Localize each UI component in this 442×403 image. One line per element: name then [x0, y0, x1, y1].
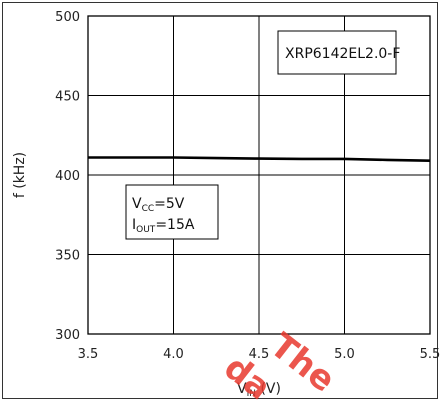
y-tick-label: 300	[55, 328, 80, 343]
x-tick-label: 4.5	[249, 347, 270, 362]
part-label-box: XRP6142EL2.0-F	[277, 30, 400, 75]
y-tick-label: 500	[55, 10, 80, 25]
x-tick-label: 4.0	[163, 347, 184, 362]
part-label: XRP6142EL2.0-F	[285, 46, 400, 62]
conditions-box: VCC=5V IOUT=15A	[125, 184, 219, 240]
condition-vcc: VCC=5V	[132, 196, 185, 214]
y-tick-labels: 300 350 400 450 500	[55, 10, 80, 343]
x-tick-label: 5.5	[420, 347, 441, 362]
y-tick-label: 400	[55, 169, 80, 184]
series-line	[88, 156, 431, 162]
x-tick-label: 5.0	[334, 347, 355, 362]
x-tick-labels: 3.5 4.0 4.5 5.0 5.5	[78, 347, 441, 362]
plot-area	[87, 15, 431, 335]
condition-iout: IOUT=15A	[132, 217, 195, 235]
x-axis-label: VIN (V)	[237, 381, 281, 399]
x-tick-label: 3.5	[78, 347, 99, 362]
y-axis-label: f (kHz)	[12, 152, 28, 198]
y-tick-label: 450	[55, 90, 80, 105]
y-tick-label: 350	[55, 249, 80, 264]
